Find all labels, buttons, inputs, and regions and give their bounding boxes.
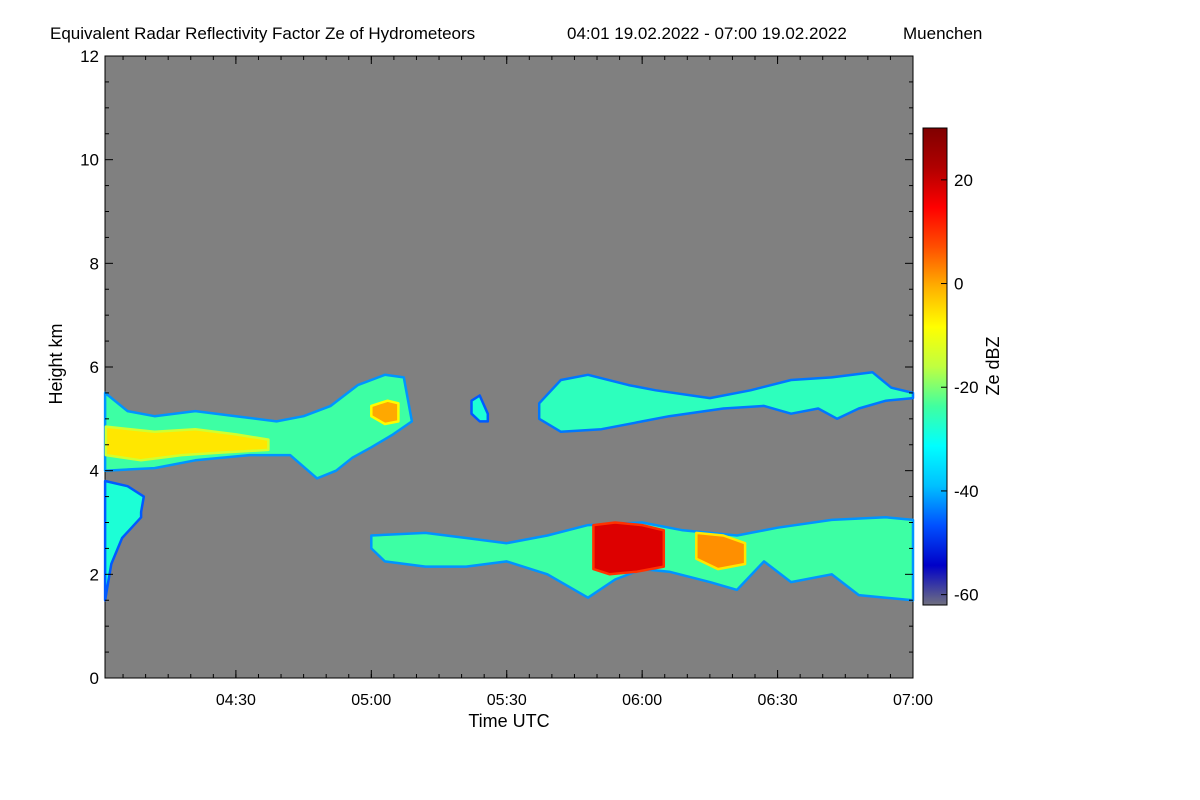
echo-upper-layer-late — [537, 370, 915, 434]
echo-lower-layer-intense-core — [592, 521, 666, 576]
x-tick-label: 05:30 — [487, 692, 527, 709]
x-tick-label: 05:00 — [351, 692, 391, 709]
colorbar-tick-label: -20 — [954, 378, 979, 397]
x-tick-label: 06:30 — [758, 692, 798, 709]
colorbar-tick-label: -60 — [954, 586, 979, 605]
echo-layers — [103, 370, 915, 602]
colorbar-tick-label: -40 — [954, 482, 979, 501]
chart-location: Muenchen — [903, 24, 982, 43]
y-tick-label: 0 — [90, 669, 99, 688]
colorbar: -60 -40 -20 0 20 — [922, 127, 979, 606]
x-tick-label: 04:30 — [216, 692, 256, 709]
plot-background — [105, 56, 913, 678]
plot-area — [104, 55, 914, 679]
colorbar-gradient — [922, 127, 948, 606]
y-axis: 0 2 4 6 8 10 12 — [80, 47, 913, 688]
echo-upper-fragment — [470, 394, 490, 423]
colorbar-tick-label: 0 — [954, 275, 963, 294]
y-tick-label: 4 — [90, 462, 99, 481]
y-axis-label: Height km — [46, 323, 66, 404]
y-tick-label: 8 — [90, 254, 99, 273]
x-axis: 04:30 05:00 05:30 06:00 06:30 07:00 — [122, 56, 933, 709]
chart-title: Equivalent Radar Reflectivity Factor Ze … — [50, 24, 475, 43]
x-tick-label: 06:00 — [622, 692, 662, 709]
y-tick-label: 6 — [90, 358, 99, 377]
echo-lower-layer-secondary-core — [695, 531, 747, 571]
x-tick-label: 07:00 — [893, 692, 933, 709]
echo-upper-layer-core — [104, 425, 270, 462]
colorbar-tick-label: 20 — [954, 171, 973, 190]
x-axis-label: Time UTC — [468, 711, 549, 731]
chart-period: 04:01 19.02.2022 - 07:00 19.02.2022 — [567, 24, 847, 43]
y-tick-label: 12 — [80, 47, 99, 66]
y-tick-label: 2 — [90, 565, 99, 584]
echo-upper-layer-bright-spot — [370, 399, 400, 426]
colorbar-label: Ze dBZ — [983, 336, 1003, 395]
y-tick-label: 10 — [80, 151, 99, 170]
echo-lower-left-patch — [103, 479, 146, 602]
